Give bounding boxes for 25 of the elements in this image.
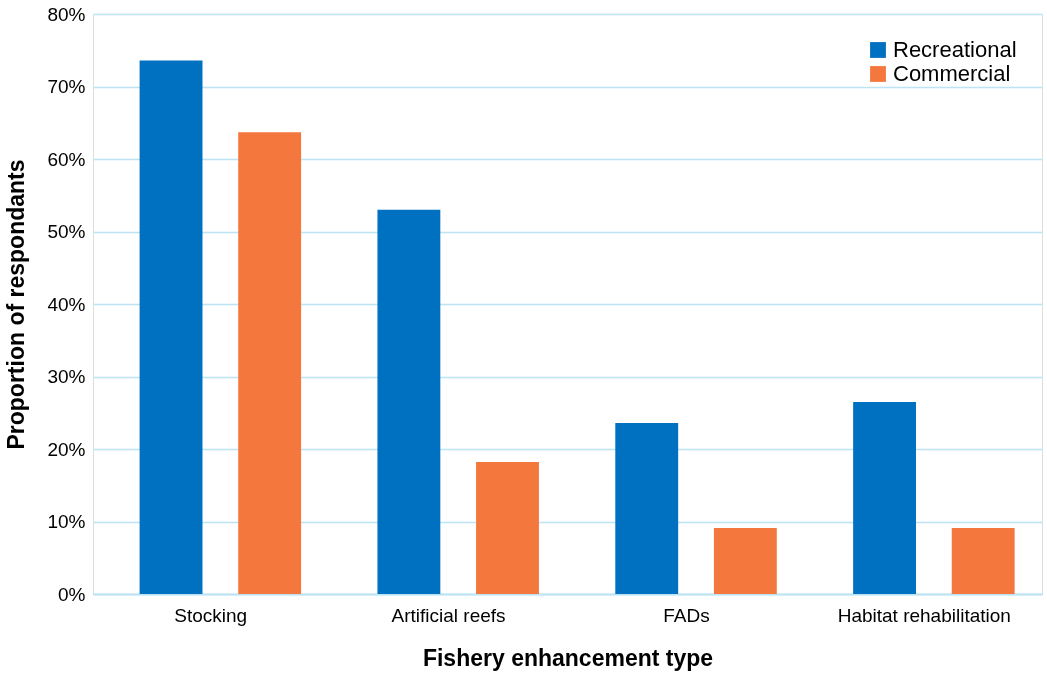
y-tick-label: 50% [47, 221, 86, 242]
bar [238, 132, 302, 594]
x-tick-label: Habitat rehabilitation [837, 604, 1011, 626]
y-tick-label: 70% [47, 76, 86, 97]
x-tick-label: FADs [663, 604, 710, 626]
legend-label: Commercial [893, 61, 1011, 86]
bar [476, 462, 539, 594]
x-tick-label: Stocking [174, 604, 248, 626]
y-tick-label: 10% [47, 511, 86, 532]
bar [951, 528, 1015, 594]
x-axis-title: Fishery enhancement type [422, 644, 714, 671]
y-tick-label: 60% [47, 148, 86, 170]
bar [377, 209, 441, 594]
y-axis-title: Proportion of respondants [3, 159, 30, 450]
y-tick-label: 80% [47, 3, 86, 25]
legend-label: Recreational [893, 37, 1017, 62]
bar [615, 422, 679, 594]
bar [853, 401, 917, 594]
y-tick-label: 40% [47, 293, 86, 315]
y-tick-label: 0% [58, 583, 86, 605]
bar [139, 60, 203, 594]
bar [713, 528, 777, 594]
y-tick-label: 20% [47, 438, 86, 460]
x-tick-label: Artificial reefs [391, 604, 506, 626]
y-tick-label: 30% [47, 366, 86, 387]
